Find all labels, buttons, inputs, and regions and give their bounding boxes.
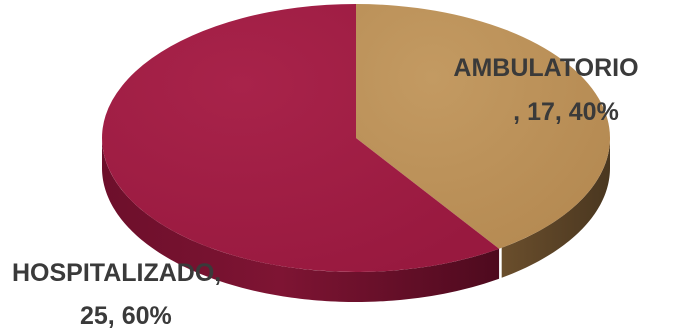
data-label-ambulatorio-line2: , 17, 40%: [513, 98, 619, 126]
data-label-hospitalizado-line2: 25, 60%: [80, 302, 172, 330]
pie-slice-ambulatorio: [356, 4, 611, 249]
pie-slice-hospitalizado: [102, 4, 500, 272]
data-label-hospitalizado-line1: HOSPITALIZADO,: [12, 259, 221, 287]
data-label-ambulatorio-line1: AMBULATORIO: [453, 54, 638, 82]
pie-wall-ambulatorio: [501, 138, 610, 278]
pie-wall-hospitalizado: [102, 138, 500, 302]
